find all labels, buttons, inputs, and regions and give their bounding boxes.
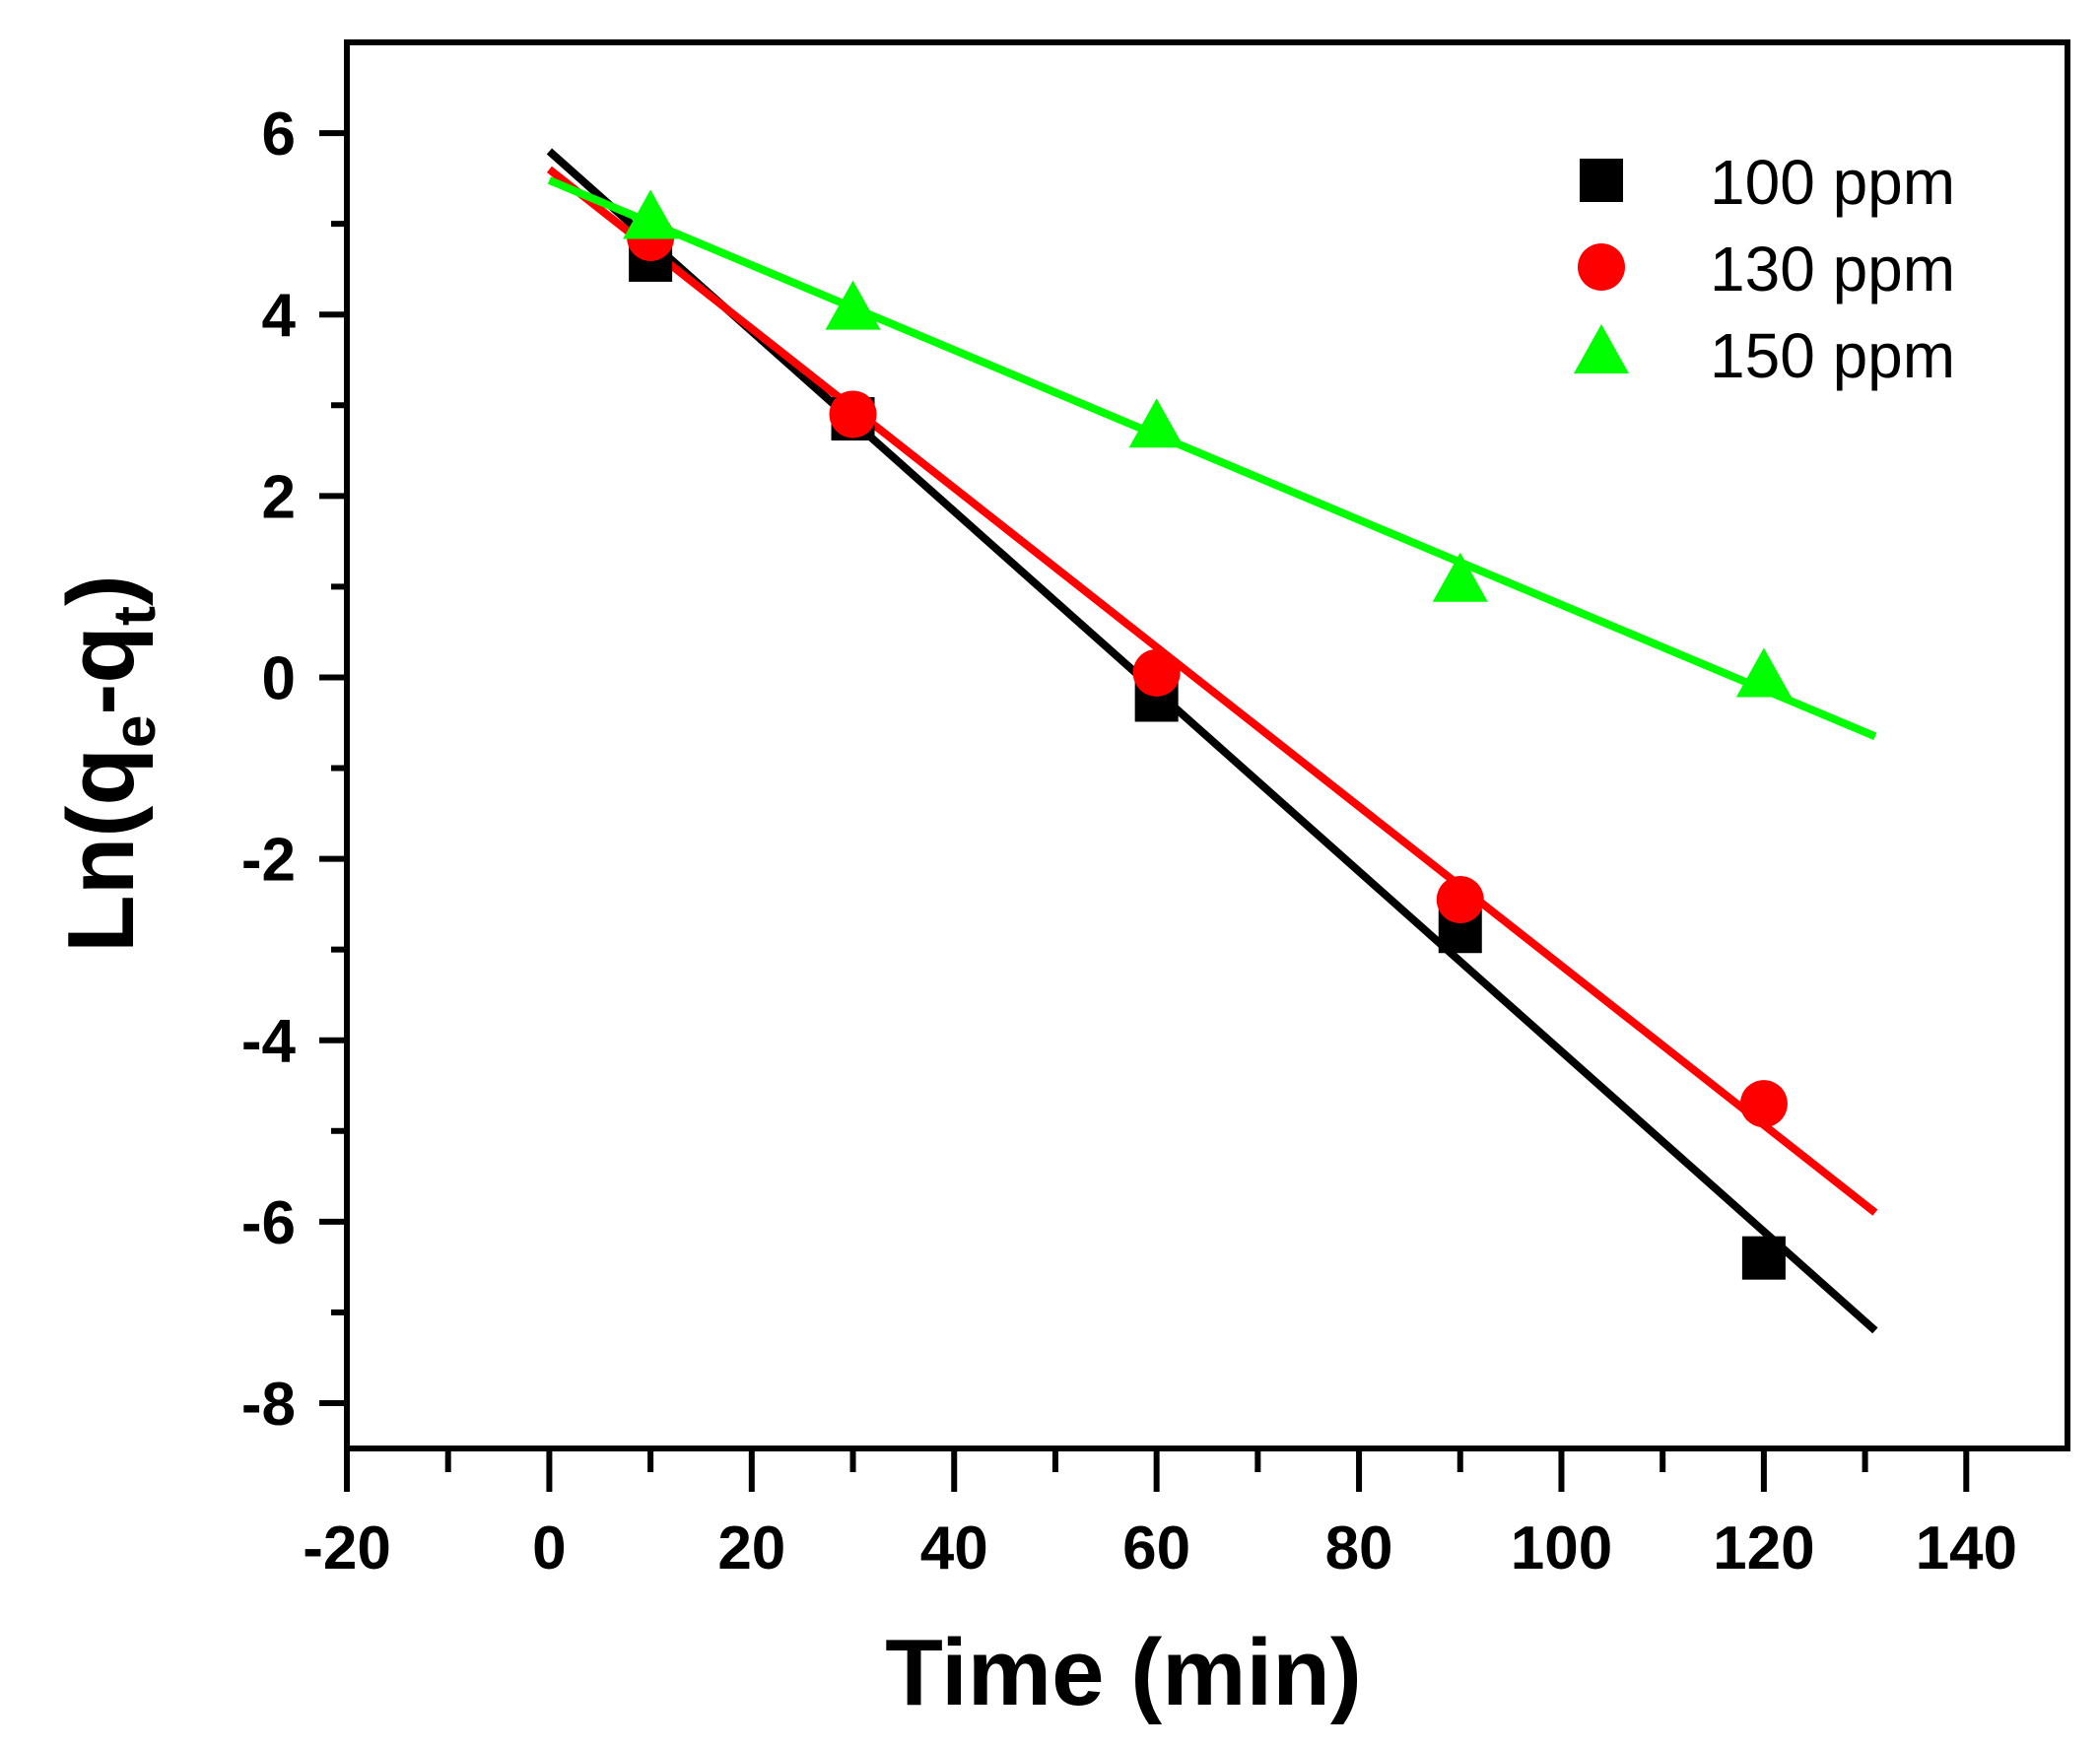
x-tick-label: 140 [1916,1514,2017,1582]
x-axis-title: Time (min) [885,1620,1362,1725]
legend-label: 130 ppm [1710,234,1955,304]
x-tick-label: 60 [1122,1514,1190,1582]
y-tick-label: -4 [241,1008,297,1076]
x-tick-label: 0 [532,1514,566,1582]
y-tick-label: -8 [241,1371,296,1439]
fit-line-triangle [547,176,1877,740]
data-point-triangle [623,189,679,239]
y-tick-label: 0 [262,644,296,712]
y-axis-title-suffix: ) [48,574,154,606]
y-tick-label: 4 [262,282,297,350]
data-point-circle [1739,1080,1788,1128]
y-tick-label: 2 [262,463,296,531]
data-point-triangle [1128,398,1185,448]
legend-marker-triangle [1574,324,1629,373]
y-axis-title-middle: -q [48,626,154,715]
data-point-circle [1436,876,1484,924]
data-point-circle [1132,648,1181,697]
legend-label: 150 ppm [1710,320,1955,391]
legend-label: 100 ppm [1710,147,1955,218]
data-point-triangle [1432,552,1488,602]
x-axis: -20 0 20 40 60 80 100 120 140 [303,1448,2017,1582]
y-axis-title: Ln(qe-qt) [48,574,168,953]
legend: 100 ppm 130 ppm 150 ppm [1574,147,1955,391]
x-tick-label: 100 [1511,1514,1612,1582]
x-tick-label: 40 [920,1514,988,1582]
x-tick-label: 80 [1325,1514,1393,1582]
plot-frame [344,39,2070,1451]
x-tick-label: -20 [303,1514,391,1582]
data-point-square [1741,1236,1786,1280]
x-tick-label: 120 [1713,1514,1814,1582]
y-axis-title-prefix: Ln(q [48,748,154,953]
y-axis-title-sub2: t [102,606,168,626]
y-axis: -8 -6 -4 -2 0 2 4 6 [241,101,347,1439]
legend-marker-circle [1578,243,1625,291]
y-tick-label: -2 [241,827,296,895]
y-tick-label: 6 [262,101,296,168]
x-tick-label: 20 [717,1514,785,1582]
y-tick-label: -6 [241,1189,296,1257]
plot-area-border [344,39,2070,1451]
data-point-triangle [1735,647,1792,698]
legend-marker-square [1580,159,1623,202]
fit-lines [546,148,1878,1334]
data-markers [623,189,1792,1280]
fit-line-circle [546,166,1878,1216]
data-point-triangle [825,280,881,330]
y-axis-title-sub1: e [102,715,168,748]
data-point-circle [829,390,877,438]
